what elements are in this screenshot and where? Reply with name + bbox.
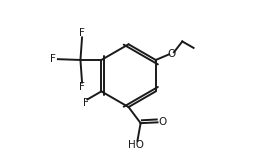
Text: F: F — [83, 98, 89, 109]
Text: O: O — [168, 48, 176, 59]
Text: F: F — [79, 82, 85, 92]
Text: F: F — [50, 54, 56, 64]
Text: O: O — [158, 117, 166, 127]
Text: HO: HO — [128, 140, 144, 150]
Text: F: F — [79, 28, 85, 38]
